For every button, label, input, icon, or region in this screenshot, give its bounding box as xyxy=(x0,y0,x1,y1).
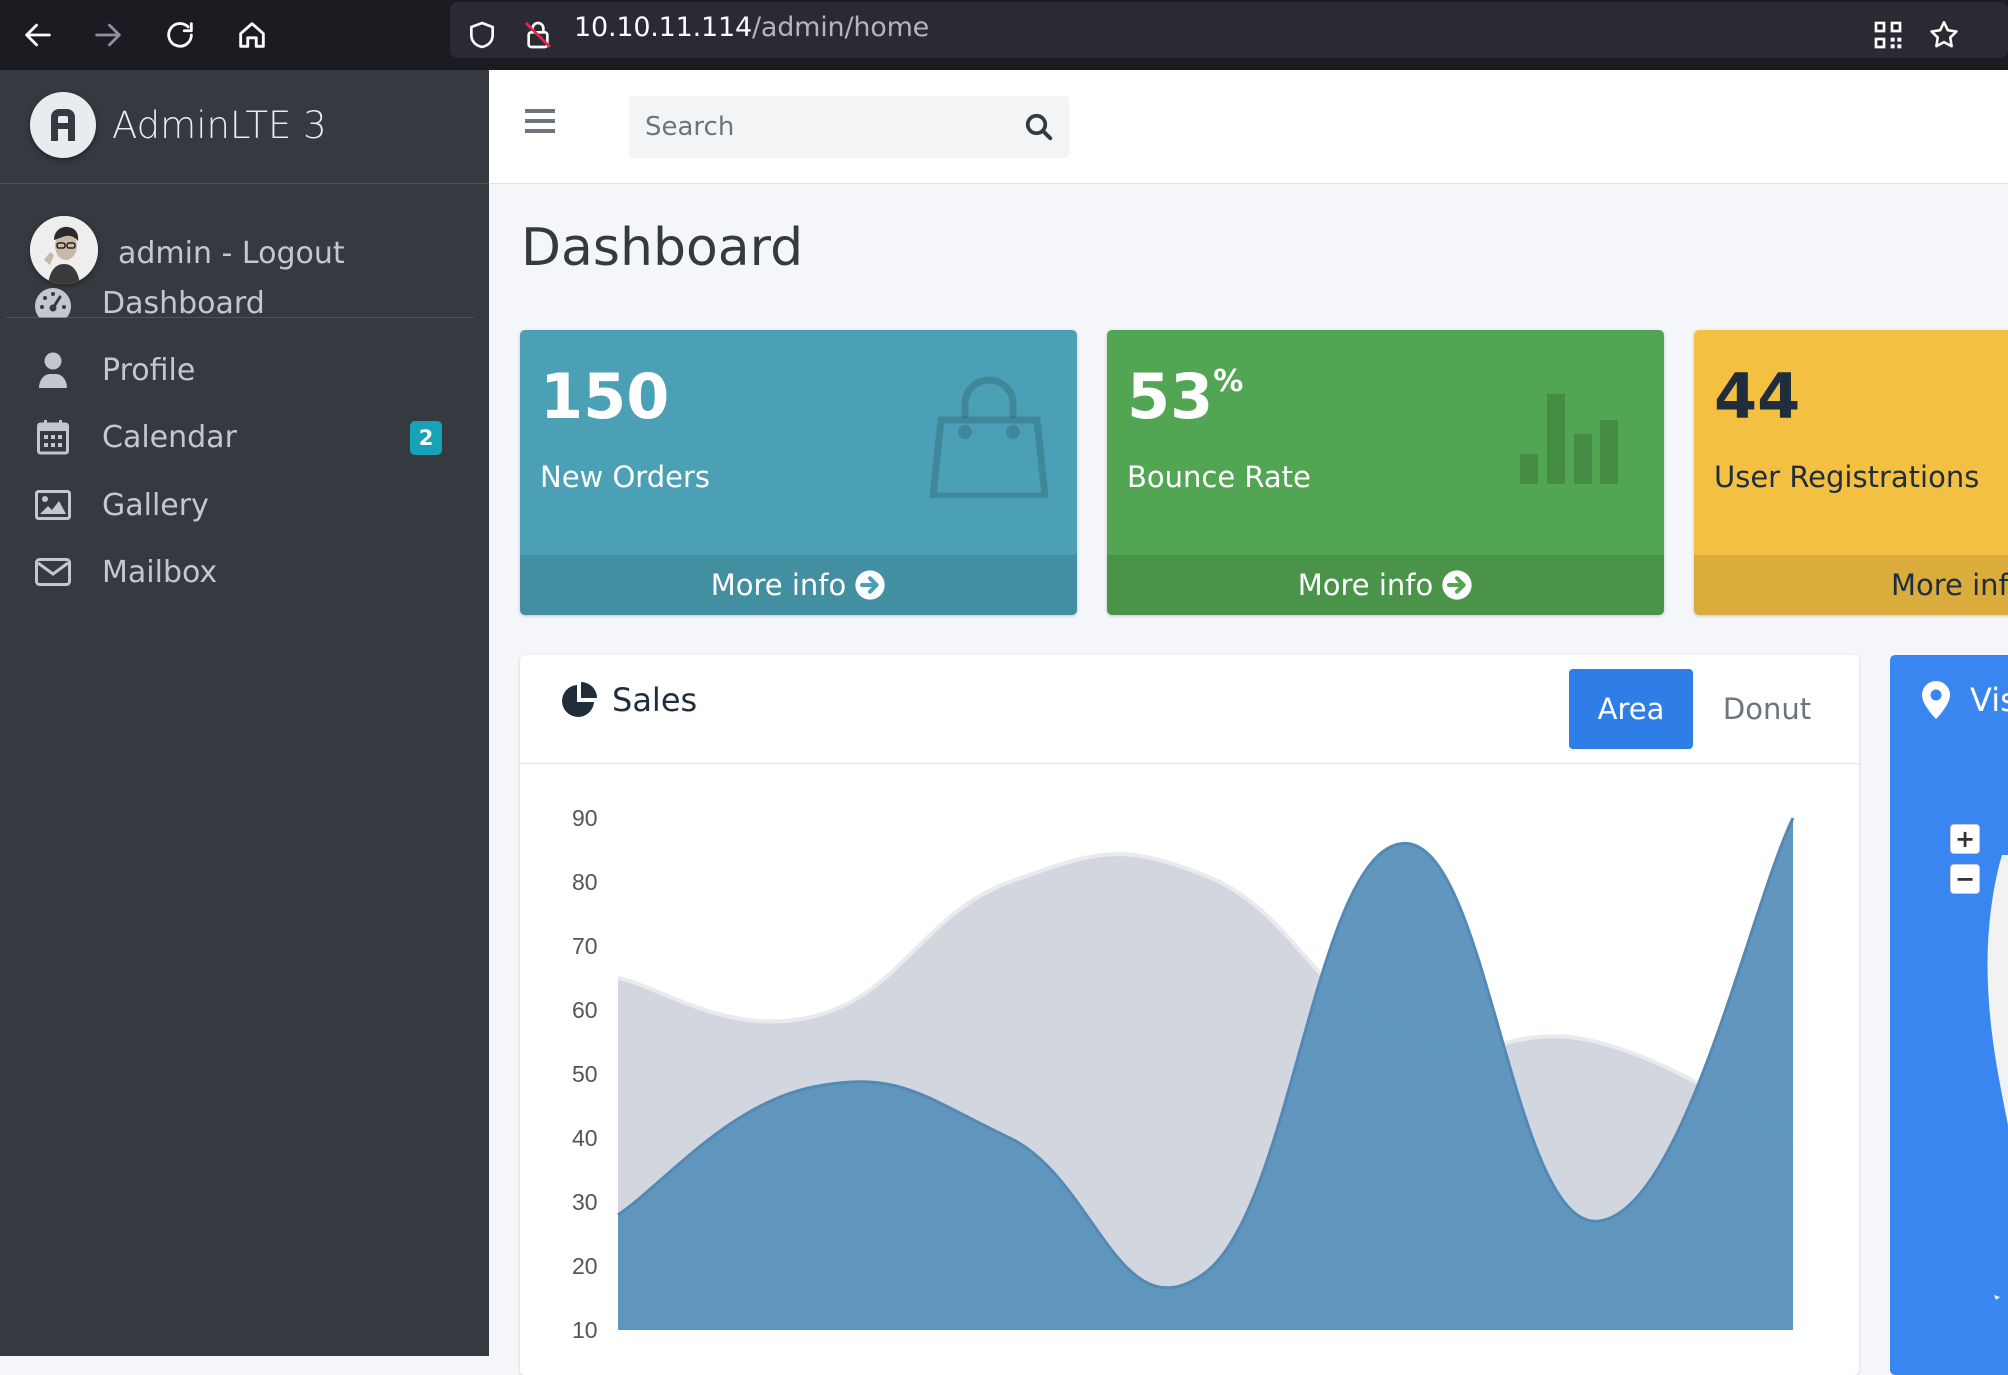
more-info-link[interactable]: More info xyxy=(1107,555,1664,615)
url-text[interactable]: 10.10.11.114/admin/home xyxy=(574,12,930,43)
y-tick-label: 80 xyxy=(572,869,598,895)
arrow-circle-right-icon xyxy=(855,570,885,600)
small-box-user-registrations: 44 User Registrations More info xyxy=(1694,330,2008,615)
y-tick-label: 60 xyxy=(572,997,598,1023)
sales-card-title: Sales xyxy=(612,681,698,719)
sidebar-item-profile[interactable]: Profile xyxy=(30,337,460,403)
image-icon xyxy=(30,482,76,528)
y-tick-label: 40 xyxy=(572,1125,598,1151)
visitors-map-title: Visitors xyxy=(1970,681,2008,719)
sales-card-header: Sales Area Donut xyxy=(520,655,1859,764)
map-zoom-in-button[interactable]: + xyxy=(1950,824,1980,854)
search-icon xyxy=(1025,113,1053,141)
box-label: Bounce Rate xyxy=(1127,460,1311,494)
sidebar-item-label: Gallery xyxy=(102,487,209,523)
bar-chart-icon xyxy=(1520,392,1620,488)
home-icon[interactable] xyxy=(228,11,276,59)
user-panel: admin - Logout xyxy=(6,184,474,318)
tachometer-icon xyxy=(30,280,76,326)
avatar[interactable] xyxy=(30,216,98,284)
series-line-0 xyxy=(617,852,1794,1140)
brand-logo-icon xyxy=(30,92,96,158)
box-number: 44 xyxy=(1714,360,1801,433)
y-tick-label: 30 xyxy=(572,1189,598,1215)
tab-area[interactable]: Area xyxy=(1569,669,1693,749)
search-form xyxy=(629,96,1069,158)
map-zoom-out-button[interactable]: − xyxy=(1950,864,1980,894)
small-box-new-orders: 150 New Orders More info xyxy=(520,330,1077,615)
calendar-badge: 2 xyxy=(410,421,442,455)
sales-card: Sales Area Donut 90 80 70 60 50 40 30 20 10 xyxy=(520,655,1859,1375)
small-box-bounce-rate: 53% Bounce Rate More info xyxy=(1107,330,1664,615)
sidebar-item-label: Profile xyxy=(102,352,196,388)
series-area-1 xyxy=(618,818,1793,1330)
top-navbar xyxy=(489,70,2008,184)
y-tick-label: 90 xyxy=(572,805,598,831)
forward-icon[interactable] xyxy=(84,11,132,59)
series-line-1 xyxy=(617,817,1795,1290)
search-input[interactable] xyxy=(629,96,1009,158)
page-title: Dashboard xyxy=(521,218,804,278)
hamburger-menu-icon[interactable] xyxy=(525,106,565,146)
user-icon xyxy=(30,347,76,393)
envelope-icon xyxy=(30,549,76,595)
calendar-icon xyxy=(30,414,76,460)
bookmark-star-icon[interactable] xyxy=(1920,11,1968,59)
box-number: 150 xyxy=(540,360,670,433)
brand-link[interactable]: AdminLTE 3 xyxy=(0,70,489,184)
shopping-bag-icon xyxy=(927,372,1051,502)
more-info-link[interactable]: More info xyxy=(1694,555,2008,615)
y-tick-label: 70 xyxy=(572,933,598,959)
sidebar-item-calendar[interactable]: Calendar 2 xyxy=(30,404,460,470)
sales-area-chart: 90 80 70 60 50 40 30 20 10 xyxy=(572,805,1795,1343)
sidebar: AdminLTE 3 admin - Logout Dashboard Prof… xyxy=(0,70,489,1356)
sidebar-item-mailbox[interactable]: Mailbox xyxy=(30,539,460,605)
box-label: User Registrations xyxy=(1714,460,1980,494)
insecure-lock-icon[interactable] xyxy=(514,11,562,59)
back-icon[interactable] xyxy=(14,11,62,59)
reload-icon[interactable] xyxy=(156,11,204,59)
sidebar-item-dashboard[interactable]: Dashboard xyxy=(30,270,460,336)
tab-donut[interactable]: Donut xyxy=(1722,692,1812,726)
map-marker-icon xyxy=(1922,681,1950,723)
sidebar-item-gallery[interactable]: Gallery xyxy=(30,472,460,538)
more-info-link[interactable]: More info xyxy=(520,555,1077,615)
box-number: 53% xyxy=(1127,360,1244,433)
sidebar-item-label: Mailbox xyxy=(102,554,218,590)
box-label: New Orders xyxy=(540,460,710,494)
browser-toolbar: 10.10.11.114/admin/home xyxy=(0,0,2008,70)
pie-chart-icon xyxy=(560,681,598,723)
visitors-map-card: Visitors + − xyxy=(1890,655,2008,1375)
shield-icon[interactable] xyxy=(458,11,506,59)
qr-code-icon[interactable] xyxy=(1864,11,1912,59)
y-tick-label: 50 xyxy=(572,1061,598,1087)
sidebar-item-label: Calendar xyxy=(102,419,237,455)
url-bar[interactable] xyxy=(450,2,2008,58)
brand-text: AdminLTE 3 xyxy=(112,104,327,147)
y-tick-label: 10 xyxy=(572,1317,598,1343)
sidebar-item-label: Dashboard xyxy=(102,285,265,321)
map-landmass xyxy=(1987,855,2008,1300)
arrow-circle-right-icon xyxy=(1442,570,1472,600)
y-tick-label: 20 xyxy=(572,1253,598,1279)
search-button[interactable] xyxy=(1009,96,1069,158)
user-logout-link[interactable]: admin - Logout xyxy=(118,236,345,271)
